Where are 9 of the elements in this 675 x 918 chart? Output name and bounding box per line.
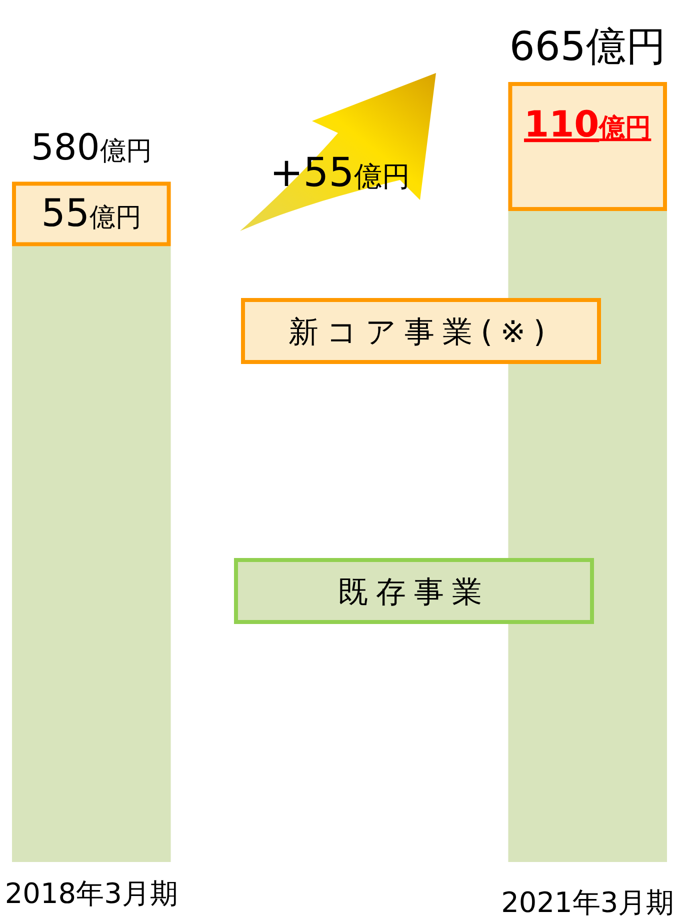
total-label: 665億円 — [509, 24, 666, 70]
series-label: 既存事業 — [338, 575, 490, 610]
x-tick-label: 2018年3月期 — [4, 877, 178, 910]
data-label: 110億円 — [524, 104, 652, 146]
data-label: 55億円 — [41, 190, 142, 235]
x-tick-label: 2021年3月期 — [501, 886, 674, 918]
legend-label: 既存事業 — [234, 558, 594, 624]
legend-label: 新コア事業(※) — [241, 298, 601, 364]
total-label: 580億円 — [31, 128, 152, 169]
